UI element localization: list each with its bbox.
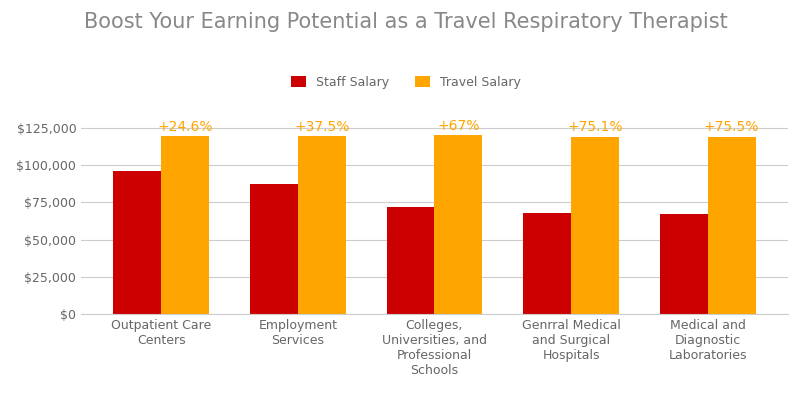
Text: +75.1%: +75.1% <box>567 120 622 135</box>
Bar <box>707 137 754 314</box>
Legend: Staff Salary, Travel Salary: Staff Salary, Travel Salary <box>286 71 525 94</box>
Text: +75.5%: +75.5% <box>703 120 758 134</box>
Bar <box>434 135 482 314</box>
Text: Boost Your Earning Potential as a Travel Respiratory Therapist: Boost Your Earning Potential as a Travel… <box>84 12 727 32</box>
Text: +67%: +67% <box>436 118 479 133</box>
Bar <box>250 185 298 314</box>
Bar <box>298 136 345 314</box>
Text: +24.6%: +24.6% <box>157 120 212 133</box>
Bar <box>570 137 618 314</box>
Bar <box>522 213 570 314</box>
Text: +37.5%: +37.5% <box>294 120 349 133</box>
Bar <box>386 207 434 314</box>
Bar <box>659 214 707 314</box>
Bar <box>161 136 208 314</box>
Bar <box>114 171 161 314</box>
